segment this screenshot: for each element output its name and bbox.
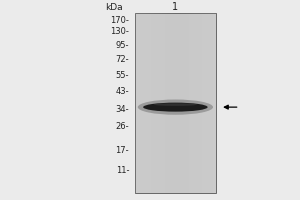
Bar	[135, 13, 138, 193]
Bar	[173, 13, 175, 193]
Ellipse shape	[154, 103, 197, 106]
Text: 55-: 55-	[116, 71, 129, 80]
Bar	[210, 13, 213, 193]
Text: 11-: 11-	[116, 166, 129, 175]
Bar	[143, 13, 146, 193]
Text: 1: 1	[172, 2, 178, 12]
Text: kDa: kDa	[106, 3, 123, 12]
Bar	[208, 13, 210, 193]
Text: 43-: 43-	[116, 87, 129, 96]
Bar	[146, 13, 148, 193]
Text: 130-: 130-	[110, 27, 129, 36]
Text: 26-: 26-	[116, 122, 129, 131]
Bar	[165, 13, 167, 193]
Bar	[186, 13, 189, 193]
Text: 95-: 95-	[116, 41, 129, 50]
Bar	[200, 13, 202, 193]
Bar	[176, 13, 178, 193]
Bar	[154, 13, 157, 193]
Ellipse shape	[143, 103, 208, 112]
Text: 34-: 34-	[116, 105, 129, 114]
Text: 17-: 17-	[116, 146, 129, 155]
Text: 72-: 72-	[116, 55, 129, 64]
Bar	[167, 13, 170, 193]
Ellipse shape	[138, 99, 213, 115]
Bar	[205, 13, 208, 193]
Bar	[189, 13, 191, 193]
Bar	[148, 13, 151, 193]
Bar	[135, 13, 216, 193]
Bar	[170, 13, 173, 193]
Bar	[213, 13, 216, 193]
Bar	[194, 13, 197, 193]
Bar	[197, 13, 200, 193]
Bar	[151, 13, 154, 193]
Bar	[181, 13, 183, 193]
Bar	[178, 13, 181, 193]
Bar	[191, 13, 194, 193]
Bar	[157, 13, 159, 193]
Bar	[162, 13, 165, 193]
Bar	[202, 13, 205, 193]
Bar	[183, 13, 186, 193]
Bar	[159, 13, 162, 193]
Bar	[138, 13, 140, 193]
Bar	[140, 13, 143, 193]
Text: 170-: 170-	[110, 16, 129, 25]
